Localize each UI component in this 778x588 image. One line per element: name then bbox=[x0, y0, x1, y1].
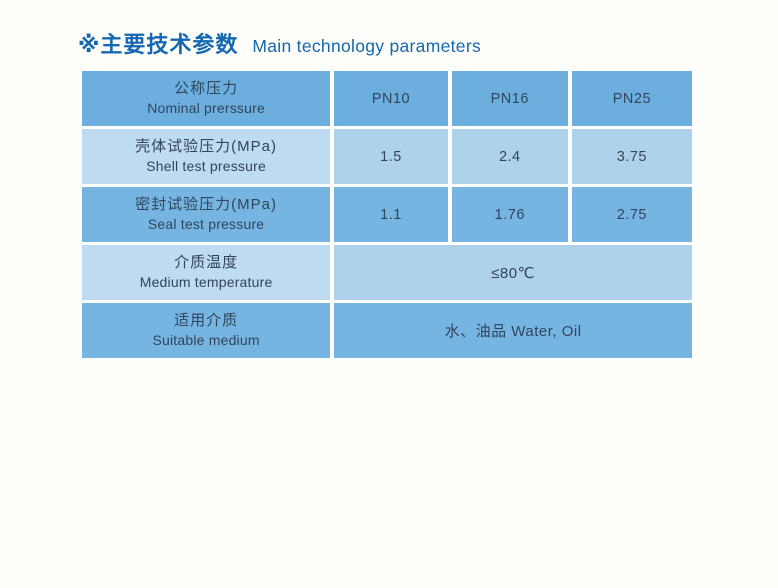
row-label-suitable-medium: 适用介质 Suitable medium bbox=[82, 303, 331, 358]
column-header-pn25: PN25 bbox=[571, 71, 692, 126]
cell-medium-temperature-value: ≤80℃ bbox=[334, 245, 692, 300]
cell-seal-test-pn16: 1.76 bbox=[451, 187, 568, 242]
table-row-shell-test-pressure: 壳体试验压力(MPa) Shell test pressure 1.5 2.4 … bbox=[82, 129, 692, 184]
cell-shell-test-pn25: 3.75 bbox=[571, 129, 692, 184]
row-label-zh: 适用介质 bbox=[174, 312, 239, 329]
parameters-table: 公称压力 Nominal prerssure PN10 PN16 PN25 壳体… bbox=[78, 68, 696, 361]
row-label-en: Shell test pressure bbox=[146, 158, 266, 174]
page-title-zh: ※主要技术参数 bbox=[78, 32, 239, 57]
row-label-shell-test-pressure: 壳体试验压力(MPa) Shell test pressure bbox=[82, 129, 331, 184]
table-row-medium-temperature: 介质温度 Medium temperature ≤80℃ bbox=[82, 245, 692, 300]
column-header-pn16: PN16 bbox=[451, 71, 568, 126]
page-title-en: Main technology parameters bbox=[252, 36, 481, 56]
cell-seal-test-pn25: 2.75 bbox=[571, 187, 692, 242]
header-label-en: Nominal prerssure bbox=[147, 100, 265, 116]
row-label-en: Medium temperature bbox=[139, 274, 273, 290]
cell-suitable-medium-value: 水、油品 Water, Oil bbox=[334, 303, 692, 358]
table-row-suitable-medium: 适用介质 Suitable medium 水、油品 Water, Oil bbox=[82, 303, 692, 358]
page-title: ※主要技术参数 Main technology parameters bbox=[78, 27, 481, 59]
row-label-zh: 密封试验压力(MPa) bbox=[135, 196, 277, 213]
cell-shell-test-pn10: 1.5 bbox=[334, 129, 448, 184]
cell-seal-test-pn10: 1.1 bbox=[334, 187, 448, 242]
column-header-pn10: PN10 bbox=[334, 71, 448, 126]
header-row: 公称压力 Nominal prerssure PN10 PN16 PN25 bbox=[82, 71, 692, 126]
row-label-medium-temperature: 介质温度 Medium temperature bbox=[82, 245, 331, 300]
header-label-cell-nominal-pressure: 公称压力 Nominal prerssure bbox=[82, 71, 331, 126]
table-row-seal-test-pressure: 密封试验压力(MPa) Seal test pressure 1.1 1.76 … bbox=[82, 187, 692, 242]
header-label-zh: 公称压力 bbox=[174, 80, 239, 97]
row-label-zh: 壳体试验压力(MPa) bbox=[135, 138, 277, 155]
row-label-seal-test-pressure: 密封试验压力(MPa) Seal test pressure bbox=[82, 187, 331, 242]
row-label-zh: 介质温度 bbox=[174, 254, 239, 271]
cell-shell-test-pn16: 2.4 bbox=[451, 129, 568, 184]
row-label-en: Suitable medium bbox=[152, 332, 260, 348]
row-label-en: Seal test pressure bbox=[147, 216, 265, 232]
